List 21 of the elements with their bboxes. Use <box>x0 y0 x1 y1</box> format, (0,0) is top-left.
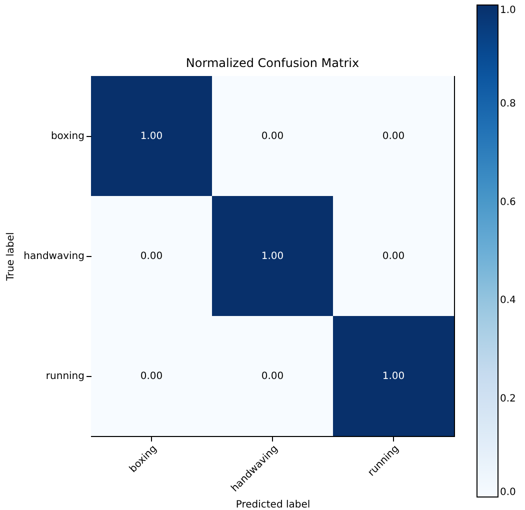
color-bar-label: 0.6 <box>500 196 516 208</box>
data-label: 1.00 <box>140 131 163 142</box>
x-axis-title: Predicted label <box>236 500 310 510</box>
data-label: 0.00 <box>261 131 284 142</box>
chart-title: Normalized Confusion Matrix <box>186 56 360 70</box>
color-bar-label: 0.2 <box>500 394 516 405</box>
color-bar-label: 0.8 <box>500 98 516 110</box>
data-label: 0.00 <box>261 371 284 382</box>
data-label: 1.00 <box>261 251 284 262</box>
color-bar-label: 1.0 <box>500 5 516 16</box>
data-label: 1.00 <box>382 371 405 382</box>
y-tick-label: handwaving <box>24 251 84 262</box>
color-bar-label: 0.0 <box>500 487 516 498</box>
data-label: 0.00 <box>382 251 405 262</box>
y-tick-label: boxing <box>50 131 84 142</box>
color-bar-label: 0.4 <box>500 295 516 306</box>
data-label: 0.00 <box>140 251 163 262</box>
data-label: 0.00 <box>140 371 163 382</box>
y-tick-label: running <box>46 371 84 382</box>
y-axis-title: True label <box>6 232 17 282</box>
data-label: 0.00 <box>382 131 405 142</box>
